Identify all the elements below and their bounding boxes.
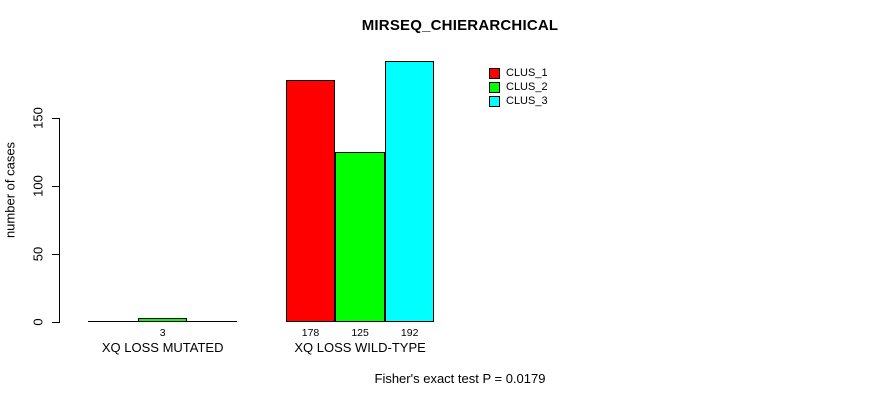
legend-item: CLUS_3 (489, 94, 548, 108)
bar-value-label: 192 (400, 327, 419, 339)
legend-swatch-clus_1 (489, 67, 500, 79)
bar-value-label: 178 (301, 327, 320, 339)
bar-clus_2-group2 (335, 152, 385, 322)
chart-title: MIRSEQ_CHIERARCHICAL (361, 17, 559, 34)
y-axis-line (59, 118, 60, 323)
annotation-text: Fisher's exact test P = 0.0179 (374, 371, 546, 386)
category-label: XQ LOSS MUTATED (101, 340, 224, 355)
legend-swatch-clus_3 (489, 95, 500, 107)
y-tick-label: 50 (30, 246, 46, 262)
legend-label: CLUS_3 (506, 95, 548, 107)
bar-clus_1-group2 (285, 79, 336, 322)
y-tick-mark (52, 117, 60, 119)
y-tick-mark (52, 185, 60, 187)
legend-swatch-clus_2 (489, 81, 500, 93)
y-tick-label: 0 (30, 318, 46, 326)
legend-label: CLUS_2 (506, 81, 548, 93)
y-tick-mark (52, 321, 60, 323)
category-label: XQ LOSS WILD-TYPE (294, 340, 426, 355)
bar-value-label: 3 (159, 327, 166, 339)
y-tick-label: 150 (30, 107, 46, 129)
y-tick-mark (52, 253, 60, 255)
bar-value-label: 125 (351, 327, 369, 339)
y-tick-label: 100 (30, 175, 46, 197)
legend: CLUS_1 CLUS_2 CLUS_3 (489, 66, 548, 108)
legend-item: CLUS_1 (489, 66, 548, 80)
y-axis-title: number of cases (2, 141, 18, 239)
bar-clus_3-group2 (384, 60, 435, 322)
bar-clus_2-group1 (137, 317, 188, 322)
legend-label: CLUS_1 (506, 67, 548, 79)
legend-item: CLUS_2 (489, 80, 548, 94)
